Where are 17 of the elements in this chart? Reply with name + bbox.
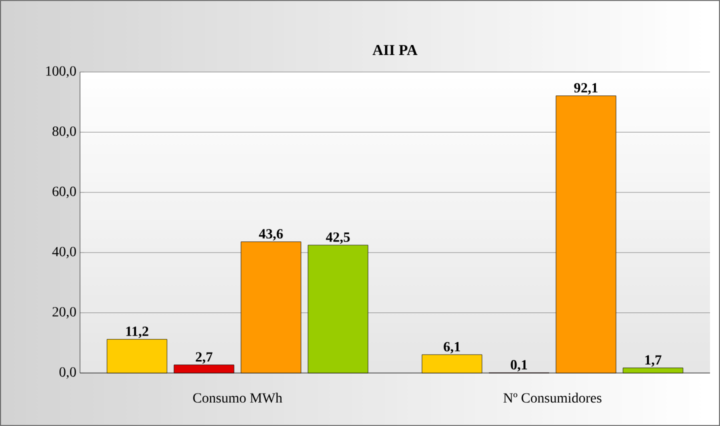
y-tick-label: 60,0 bbox=[52, 186, 76, 198]
y-tick-label: 40,0 bbox=[52, 246, 76, 258]
data-label: 92,1 bbox=[574, 83, 598, 95]
y-tick-label: 0,0 bbox=[60, 367, 76, 379]
x-tick-label: Nº Consumidores bbox=[503, 392, 602, 403]
data-label: 0,1 bbox=[510, 360, 528, 372]
y-tick-label: 20,0 bbox=[52, 307, 76, 319]
y-tick-label: 100,0 bbox=[46, 66, 76, 78]
data-label: 1,7 bbox=[645, 355, 662, 367]
data-label: 11,2 bbox=[126, 326, 148, 338]
data-label: 43,6 bbox=[258, 229, 283, 241]
data-label: 42,5 bbox=[326, 232, 350, 244]
data-label: 6,1 bbox=[444, 342, 460, 354]
y-tick-label: 80,0 bbox=[52, 126, 76, 138]
x-tick-label: Consumo MWh bbox=[193, 392, 282, 403]
data-label: 2,7 bbox=[196, 352, 212, 364]
chart-title: AII PA bbox=[372, 45, 418, 55]
